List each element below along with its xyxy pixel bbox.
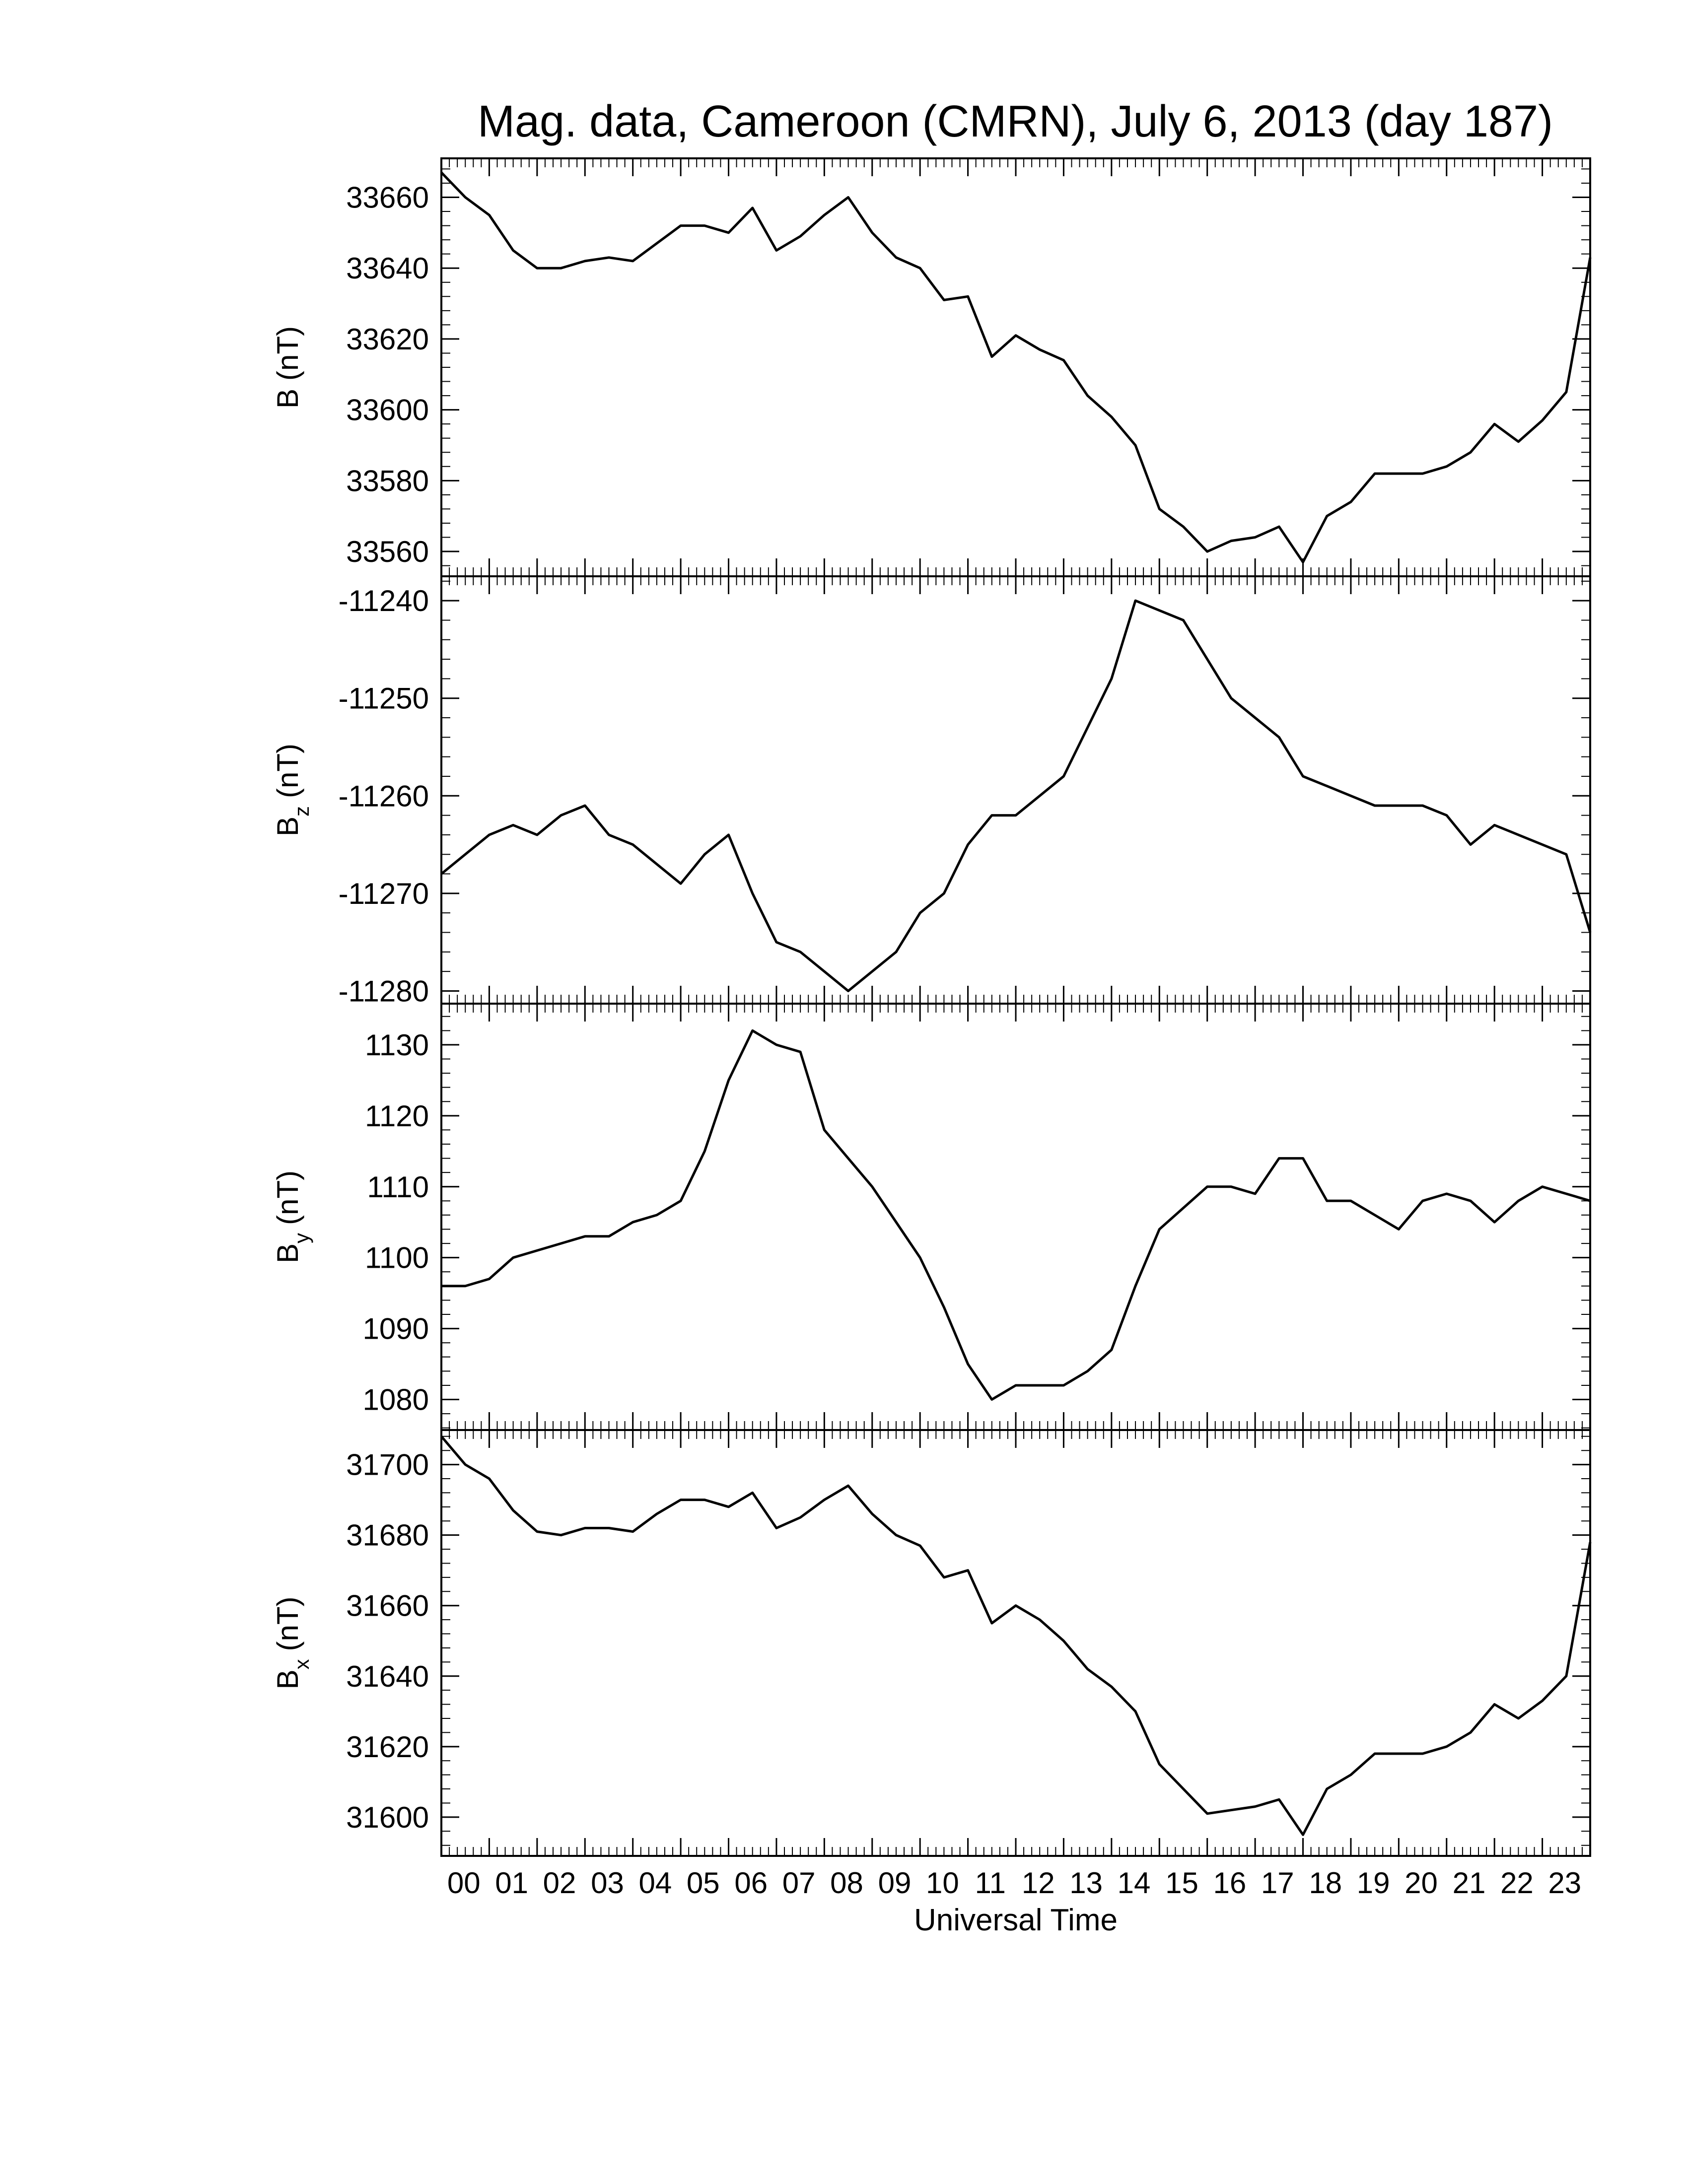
y-axis-label: By (nT) [271, 1170, 313, 1263]
y-tick-label: 33640 [346, 252, 429, 285]
y-axis-label: Bz (nT) [271, 744, 313, 836]
y-tick-label: 1120 [365, 1099, 429, 1133]
y-axis-label-sub: y [290, 1233, 313, 1243]
y-tick-label: 31620 [346, 1730, 429, 1764]
y-tick-label: 33560 [346, 535, 429, 568]
data-line [440, 171, 1592, 563]
y-tick-label: 31660 [346, 1589, 429, 1623]
y-tick-label: 31700 [346, 1448, 429, 1482]
x-tick-label: 12 [1022, 1866, 1055, 1900]
data-line [440, 1435, 1592, 1836]
y-axis-label-main: B [271, 1243, 304, 1263]
y-tick-label: 31640 [346, 1660, 429, 1693]
y-tick-label: 31600 [346, 1801, 429, 1834]
x-tick-label: 20 [1405, 1866, 1438, 1900]
y-axis-label-sub: x [290, 1659, 313, 1669]
x-tick-label: 14 [1118, 1866, 1151, 1900]
y-tick-label: 1110 [367, 1170, 429, 1204]
y-tick-label: -11250 [339, 682, 429, 715]
x-tick-label: 06 [734, 1866, 768, 1900]
x-tick-label: 16 [1213, 1866, 1247, 1900]
x-tick-label: 08 [830, 1866, 863, 1900]
data-line [441, 1029, 1591, 1401]
plot-frame [440, 1429, 1591, 1857]
plot-frame [440, 1003, 1591, 1431]
data-line [440, 599, 1592, 992]
y-tick-label: -11270 [339, 877, 429, 910]
x-tick-label: 07 [782, 1866, 816, 1900]
y-axis-label-unit: (nT) [271, 1170, 304, 1225]
x-tick-label: 00 [447, 1866, 481, 1900]
x-tick-label: 05 [687, 1866, 720, 1900]
plot-frame [440, 157, 1591, 577]
y-axis-label-main: B [271, 817, 304, 836]
x-tick-label: 19 [1357, 1866, 1390, 1900]
y-tick-label: -11280 [339, 974, 429, 1008]
x-tick-label: 21 [1453, 1866, 1486, 1900]
x-tick-label: 18 [1309, 1866, 1342, 1900]
y-tick-label: 33600 [346, 394, 429, 427]
y-tick-label: 31680 [346, 1519, 429, 1552]
y-tick-label: 33660 [346, 181, 429, 214]
x-tick-label: 22 [1500, 1866, 1534, 1900]
chart-title: Mag. data, Cameroon (CMRN), July 6, 2013… [478, 97, 1553, 146]
y-axis-label-unit: (nT) [271, 326, 304, 381]
y-axis-label: Bx (nT) [271, 1596, 313, 1689]
y-tick-label: -11260 [339, 779, 429, 813]
y-axis-label-sub: z [290, 806, 313, 817]
y-tick-label: 1130 [365, 1028, 429, 1062]
y-tick-label: 1090 [363, 1312, 429, 1346]
x-tick-label: 17 [1261, 1866, 1294, 1900]
y-tick-label: 33620 [346, 323, 429, 356]
x-axis-label: Universal Time [914, 1903, 1118, 1937]
x-tick-label: 04 [639, 1866, 672, 1900]
y-axis-label-main: B [271, 389, 304, 409]
x-tick-label: 15 [1165, 1866, 1198, 1900]
x-tick-label: 13 [1069, 1866, 1103, 1900]
y-axis-label-unit: (nT) [271, 1596, 304, 1651]
x-tick-label: 11 [975, 1866, 1006, 1900]
x-tick-label: 09 [878, 1866, 912, 1900]
x-tick-label: 02 [543, 1866, 576, 1900]
y-axis-label-main: B [271, 1669, 304, 1689]
y-axis-label-unit: (nT) [271, 744, 304, 798]
x-tick-label: 10 [926, 1866, 959, 1900]
y-tick-label: 33580 [346, 464, 429, 497]
y-axis-label: B (nT) [271, 326, 304, 409]
x-tick-label: 03 [591, 1866, 624, 1900]
plot-frame [440, 575, 1591, 1005]
y-tick-label: 1100 [365, 1241, 429, 1275]
y-tick-label: -11240 [339, 584, 429, 617]
x-tick-label: 01 [495, 1866, 528, 1900]
x-tick-label: 23 [1548, 1866, 1581, 1900]
y-tick-label: 1080 [363, 1383, 429, 1417]
